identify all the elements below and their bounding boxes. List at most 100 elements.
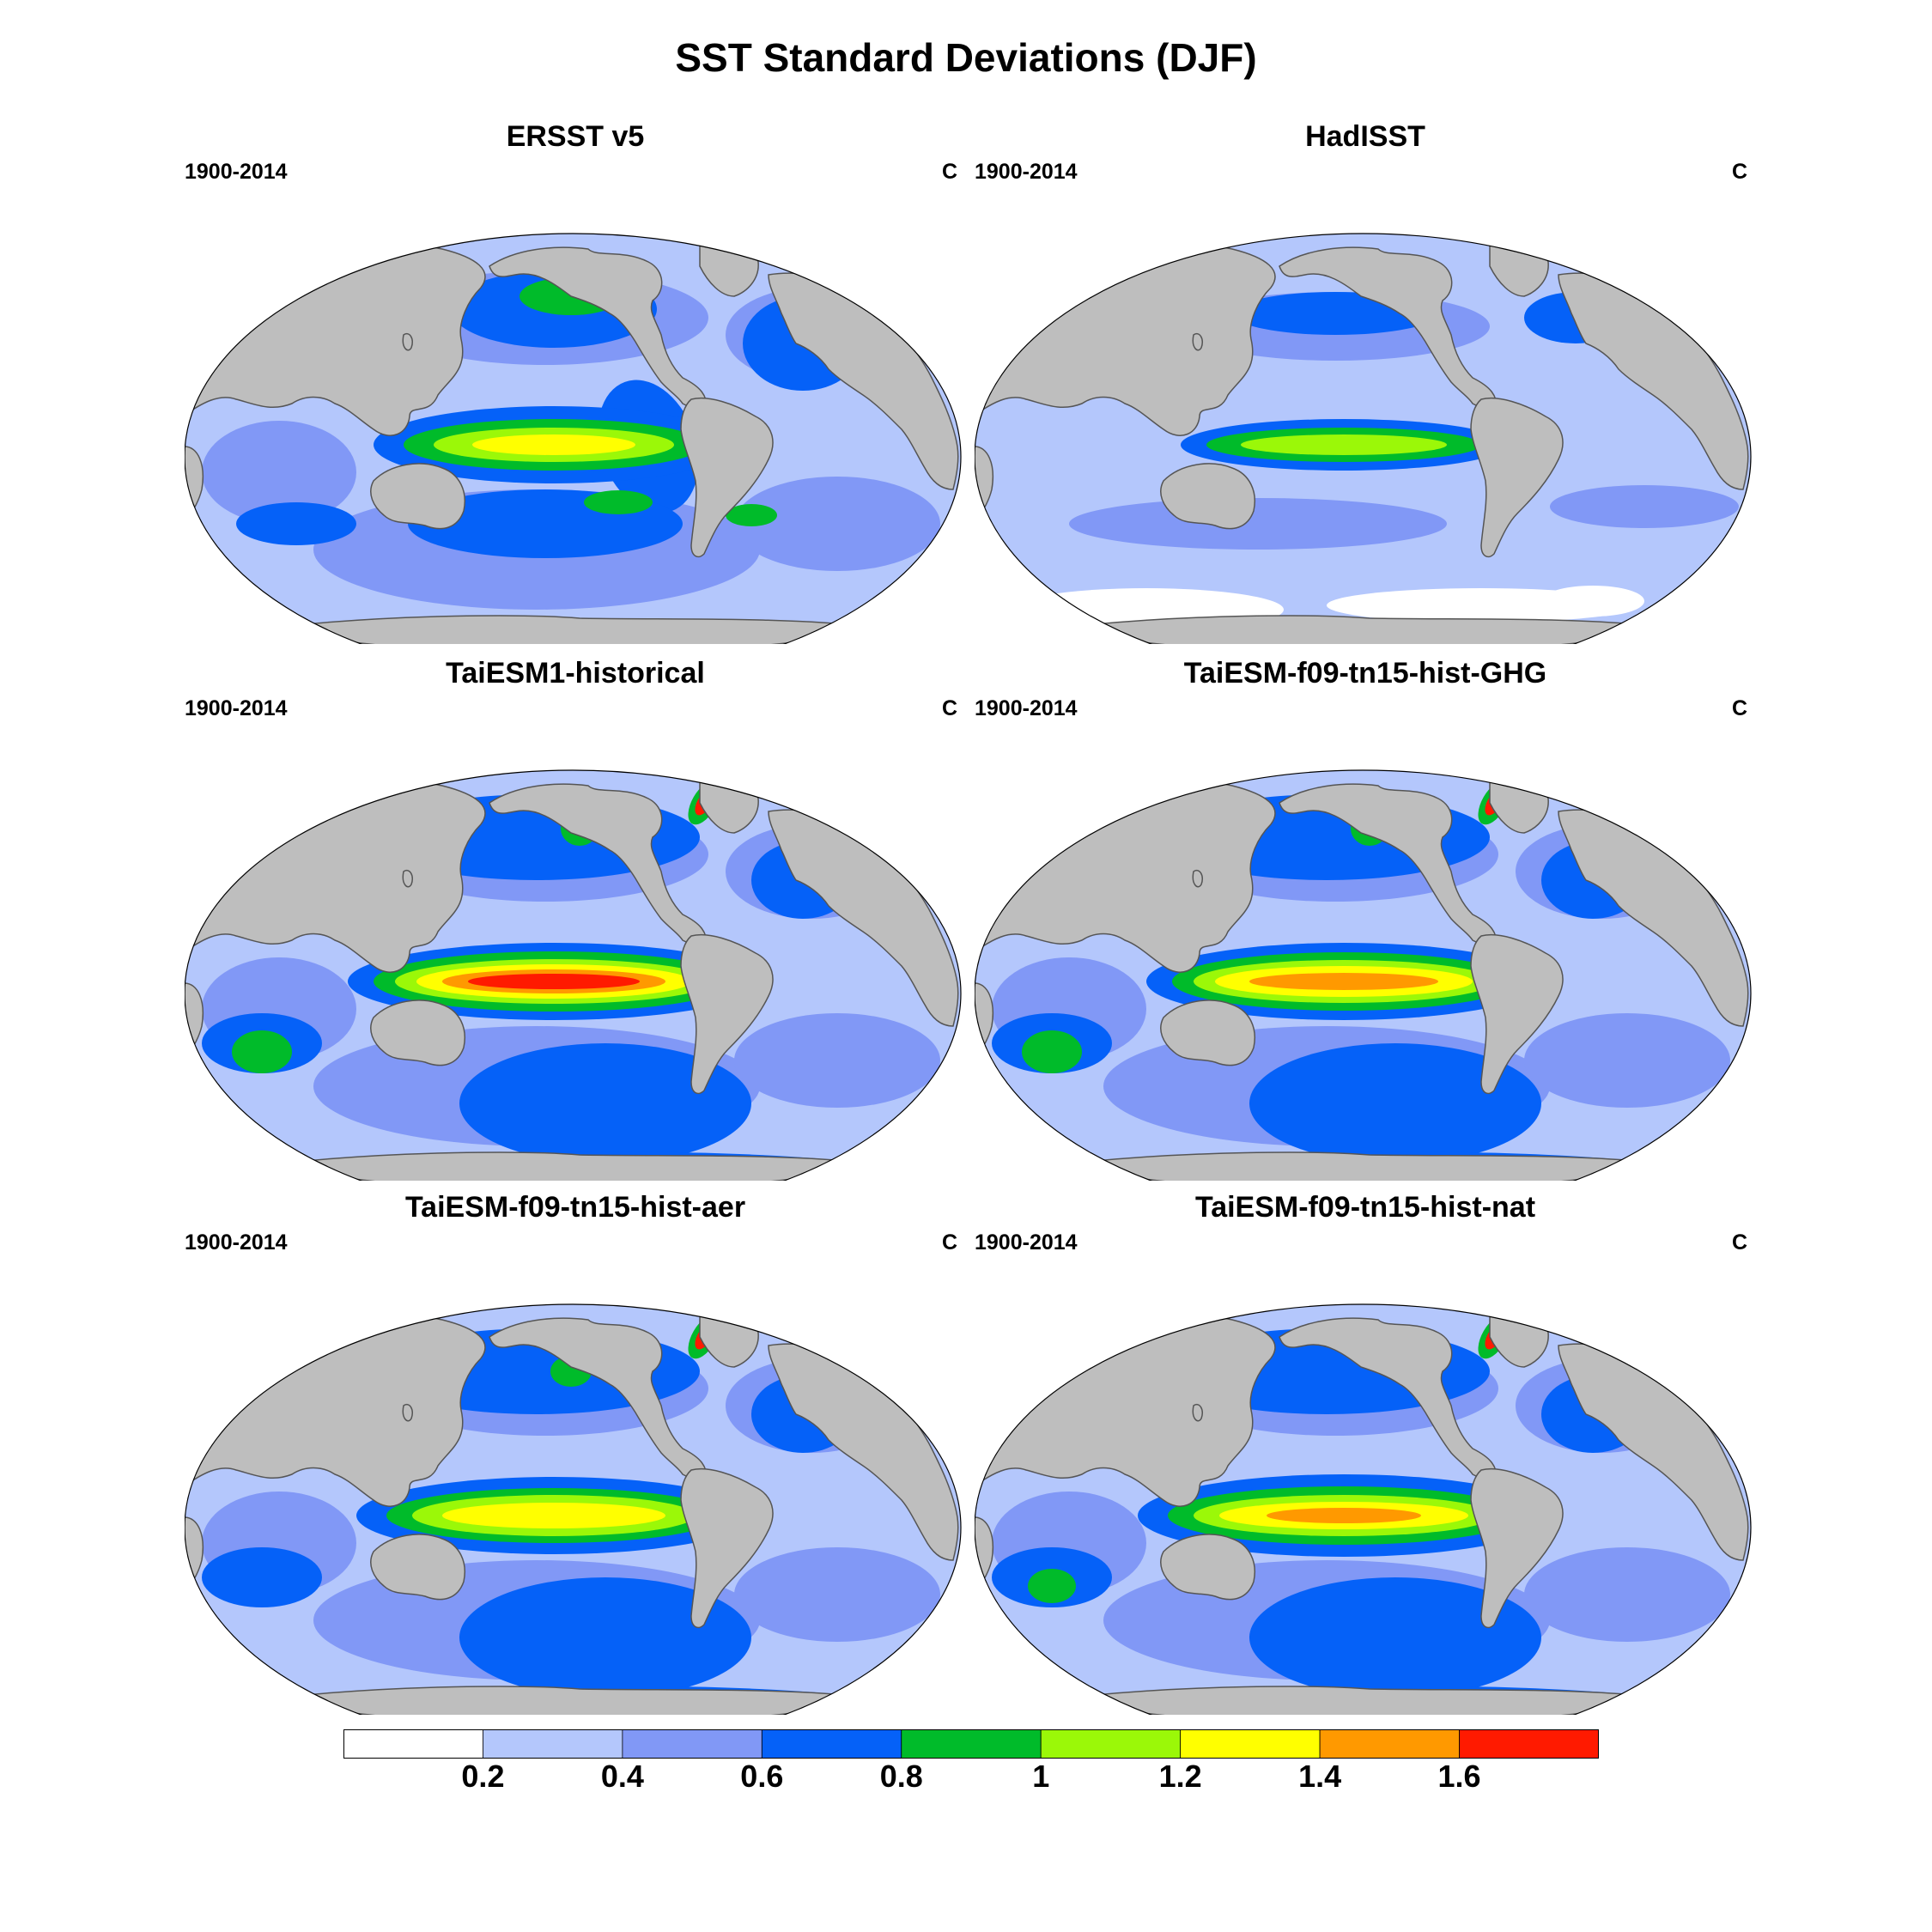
colorbar-tick-label: 1.6 bbox=[1437, 1759, 1481, 1794]
map-clip-group bbox=[185, 1304, 961, 1715]
sst-map bbox=[185, 1303, 962, 1715]
land-polygon bbox=[1192, 1404, 1204, 1422]
land-polygon bbox=[276, 1151, 872, 1181]
colorbar-segment bbox=[622, 1729, 762, 1759]
sst-region bbox=[236, 502, 356, 545]
panel-hist-ghg: TaiESM-f09-tn15-hist-GHG 1900-2014 C bbox=[975, 657, 1756, 1181]
sst-map bbox=[975, 1303, 1752, 1715]
sst-region bbox=[232, 1030, 292, 1073]
sst-region bbox=[1028, 1569, 1076, 1603]
land-polygon bbox=[1160, 999, 1255, 1066]
colorbar-tick-label: 0.4 bbox=[600, 1759, 644, 1794]
sst-region bbox=[1524, 1013, 1730, 1108]
sst-region bbox=[1249, 1577, 1541, 1698]
colorbar bbox=[343, 1729, 1599, 1759]
map-clip-group bbox=[975, 1304, 1751, 1715]
landmasses bbox=[975, 773, 1749, 1181]
map-clip-group bbox=[975, 234, 1751, 644]
colorbar-frame bbox=[343, 1729, 1599, 1759]
sst-region bbox=[459, 1043, 751, 1163]
sst-map bbox=[185, 769, 962, 1181]
panel-title: TaiESM-f09-tn15-hist-aer bbox=[404, 1191, 746, 1224]
panel-units: C bbox=[1731, 160, 1747, 184]
land-polygon bbox=[276, 615, 872, 644]
figure-title: SST Standard Deviations (DJF) bbox=[675, 35, 1257, 80]
enso-tongue bbox=[1267, 1508, 1421, 1523]
land-polygon bbox=[1066, 1686, 1662, 1715]
sst-region bbox=[1524, 1547, 1730, 1642]
panel-period: 1900-2014 bbox=[975, 160, 1078, 184]
panel-title: TaiESM1-historical bbox=[446, 657, 705, 690]
land-polygon bbox=[1066, 1151, 1662, 1181]
panel-period: 1900-2014 bbox=[185, 160, 288, 184]
panel-period: 1900-2014 bbox=[975, 1230, 1078, 1255]
land-polygon bbox=[402, 333, 414, 351]
panel-period: 1900-2014 bbox=[185, 696, 288, 720]
colorbar-segment bbox=[1040, 1729, 1182, 1759]
map-clip-group bbox=[185, 770, 961, 1181]
map-border bbox=[975, 769, 1752, 1181]
enso-tongue bbox=[472, 434, 635, 455]
sst-region bbox=[459, 1577, 751, 1698]
map-border bbox=[185, 233, 962, 644]
enso-tongue bbox=[1241, 434, 1447, 455]
panel-period: 1900-2014 bbox=[185, 1230, 288, 1255]
panel-title: HadISST bbox=[1305, 120, 1425, 153]
colorbar-tick-label: 0.6 bbox=[740, 1759, 784, 1794]
colorbar-segment bbox=[483, 1729, 623, 1759]
enso-tongue bbox=[1249, 973, 1438, 990]
sst-region bbox=[734, 477, 940, 571]
panel-units: C bbox=[941, 696, 957, 720]
land-polygon bbox=[1470, 1467, 1564, 1629]
land-polygon bbox=[680, 933, 774, 1095]
colorbar-tick-label: 1.2 bbox=[1158, 1759, 1202, 1794]
panel-title: TaiESM-f09-tn15-hist-GHG bbox=[1183, 657, 1547, 690]
land-polygon bbox=[402, 870, 414, 888]
panel-hist-nat: TaiESM-f09-tn15-hist-nat 1900-2014 C bbox=[975, 1191, 1756, 1715]
sst-region bbox=[734, 1547, 940, 1642]
land-polygon bbox=[370, 1534, 465, 1601]
sst-region bbox=[1550, 485, 1739, 528]
map-border bbox=[185, 769, 962, 1181]
panel-period: 1900-2014 bbox=[975, 696, 1078, 720]
panel-units: C bbox=[1731, 696, 1747, 720]
colorbar-segment bbox=[901, 1729, 1042, 1759]
sst-region bbox=[202, 1547, 322, 1607]
land-polygon bbox=[680, 397, 774, 558]
panel-units: C bbox=[1731, 1230, 1747, 1255]
land-polygon bbox=[1160, 463, 1255, 530]
colorbar-segment bbox=[343, 1729, 483, 1759]
panel-ersst-v5: ERSST v5 1900-2014 C bbox=[185, 120, 966, 644]
sst-region bbox=[1541, 586, 1644, 617]
land-polygon bbox=[680, 1467, 774, 1629]
panel-title: TaiESM-f09-tn15-hist-nat bbox=[1194, 1191, 1536, 1224]
colorbar-segment bbox=[1459, 1729, 1599, 1759]
panel-taiesm1-historical: TaiESM1-historical 1900-2014 C bbox=[185, 657, 966, 1181]
panel-hadisst: HadISST 1900-2014 C bbox=[975, 120, 1756, 644]
enso-tongue bbox=[442, 1503, 665, 1528]
sst-map bbox=[975, 233, 1752, 644]
enso-tongue bbox=[468, 974, 640, 989]
map-border bbox=[975, 233, 1752, 644]
land-polygon bbox=[370, 999, 465, 1066]
map-clip-group bbox=[975, 770, 1751, 1181]
land-polygon bbox=[370, 463, 465, 530]
colorbar-segment bbox=[1180, 1729, 1321, 1759]
sst-region bbox=[1069, 498, 1447, 550]
panel-units: C bbox=[941, 160, 957, 184]
colorbar-segment bbox=[1319, 1729, 1460, 1759]
sst-region bbox=[734, 1013, 940, 1108]
map-border bbox=[975, 1303, 1752, 1715]
sst-map bbox=[975, 769, 1752, 1181]
sst-region bbox=[584, 490, 653, 514]
land-polygon bbox=[276, 1686, 872, 1715]
colorbar-segment bbox=[761, 1729, 902, 1759]
colorbar-tick-label: 1.4 bbox=[1298, 1759, 1342, 1794]
land-polygon bbox=[1470, 933, 1564, 1095]
land-polygon bbox=[402, 1404, 414, 1422]
land-polygon bbox=[1160, 1534, 1255, 1601]
sst-region bbox=[726, 504, 777, 526]
sst-map bbox=[185, 233, 962, 644]
sst-region bbox=[202, 421, 356, 524]
colorbar-tick-label: 1 bbox=[1032, 1759, 1050, 1794]
